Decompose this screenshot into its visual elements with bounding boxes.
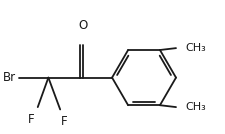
Text: CH₃: CH₃ (184, 102, 205, 112)
Text: O: O (78, 19, 87, 32)
Text: F: F (28, 113, 35, 126)
Text: Br: Br (3, 71, 16, 84)
Text: CH₃: CH₃ (184, 43, 205, 53)
Text: F: F (60, 115, 67, 128)
